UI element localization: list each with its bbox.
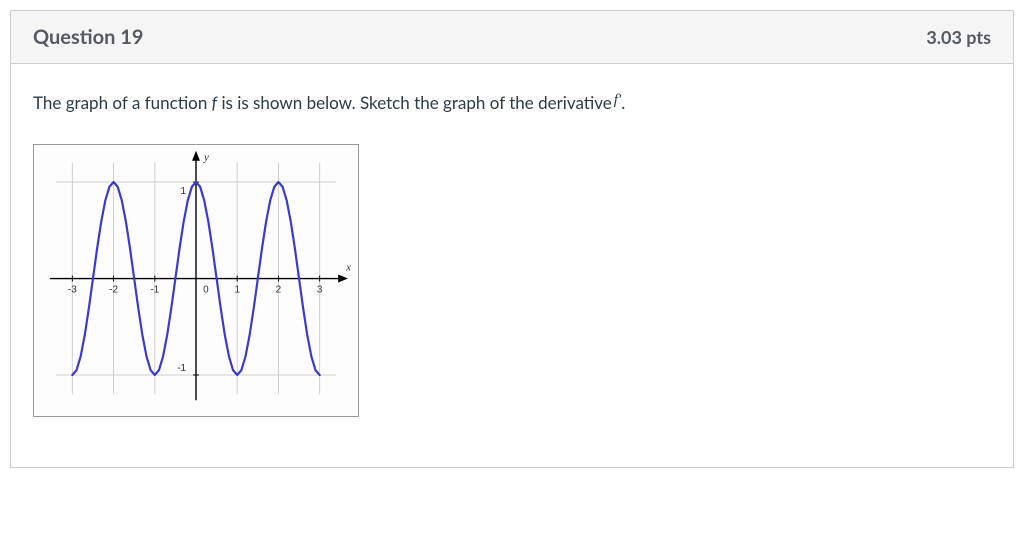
svg-text:x: x [345, 262, 351, 274]
svg-text:2: 2 [276, 284, 282, 295]
graph-container: -3 -2 -1 1 2 3 0 -1 1 x y [33, 144, 359, 417]
prompt-text-1: The graph of a function [33, 92, 212, 113]
svg-text:-3: -3 [68, 284, 77, 295]
question-header: Question 19 3.03 pts [11, 11, 1013, 64]
question-body: The graph of a function f is is shown be… [11, 64, 1013, 467]
question-prompt: The graph of a function f is is shown be… [33, 92, 991, 114]
svg-text:1: 1 [234, 284, 240, 295]
question-title: Question 19 [33, 25, 143, 49]
question-points: 3.03 pts [926, 26, 991, 48]
question-card: Question 19 3.03 pts The graph of a func… [10, 10, 1014, 468]
svg-text:3: 3 [317, 284, 323, 295]
prompt-text-3: . [621, 92, 625, 113]
svg-text:-1: -1 [177, 363, 186, 374]
function-graph: -3 -2 -1 1 2 3 0 -1 1 x y [34, 144, 358, 417]
prompt-text-2: is is shown below. Sketch the graph of t… [217, 92, 612, 113]
svg-text:y: y [203, 152, 209, 164]
svg-text:1: 1 [181, 186, 187, 197]
prompt-fprime: f′ [614, 92, 621, 108]
svg-text:-1: -1 [150, 284, 159, 295]
svg-text:0: 0 [203, 284, 209, 295]
svg-text:-2: -2 [109, 284, 118, 295]
